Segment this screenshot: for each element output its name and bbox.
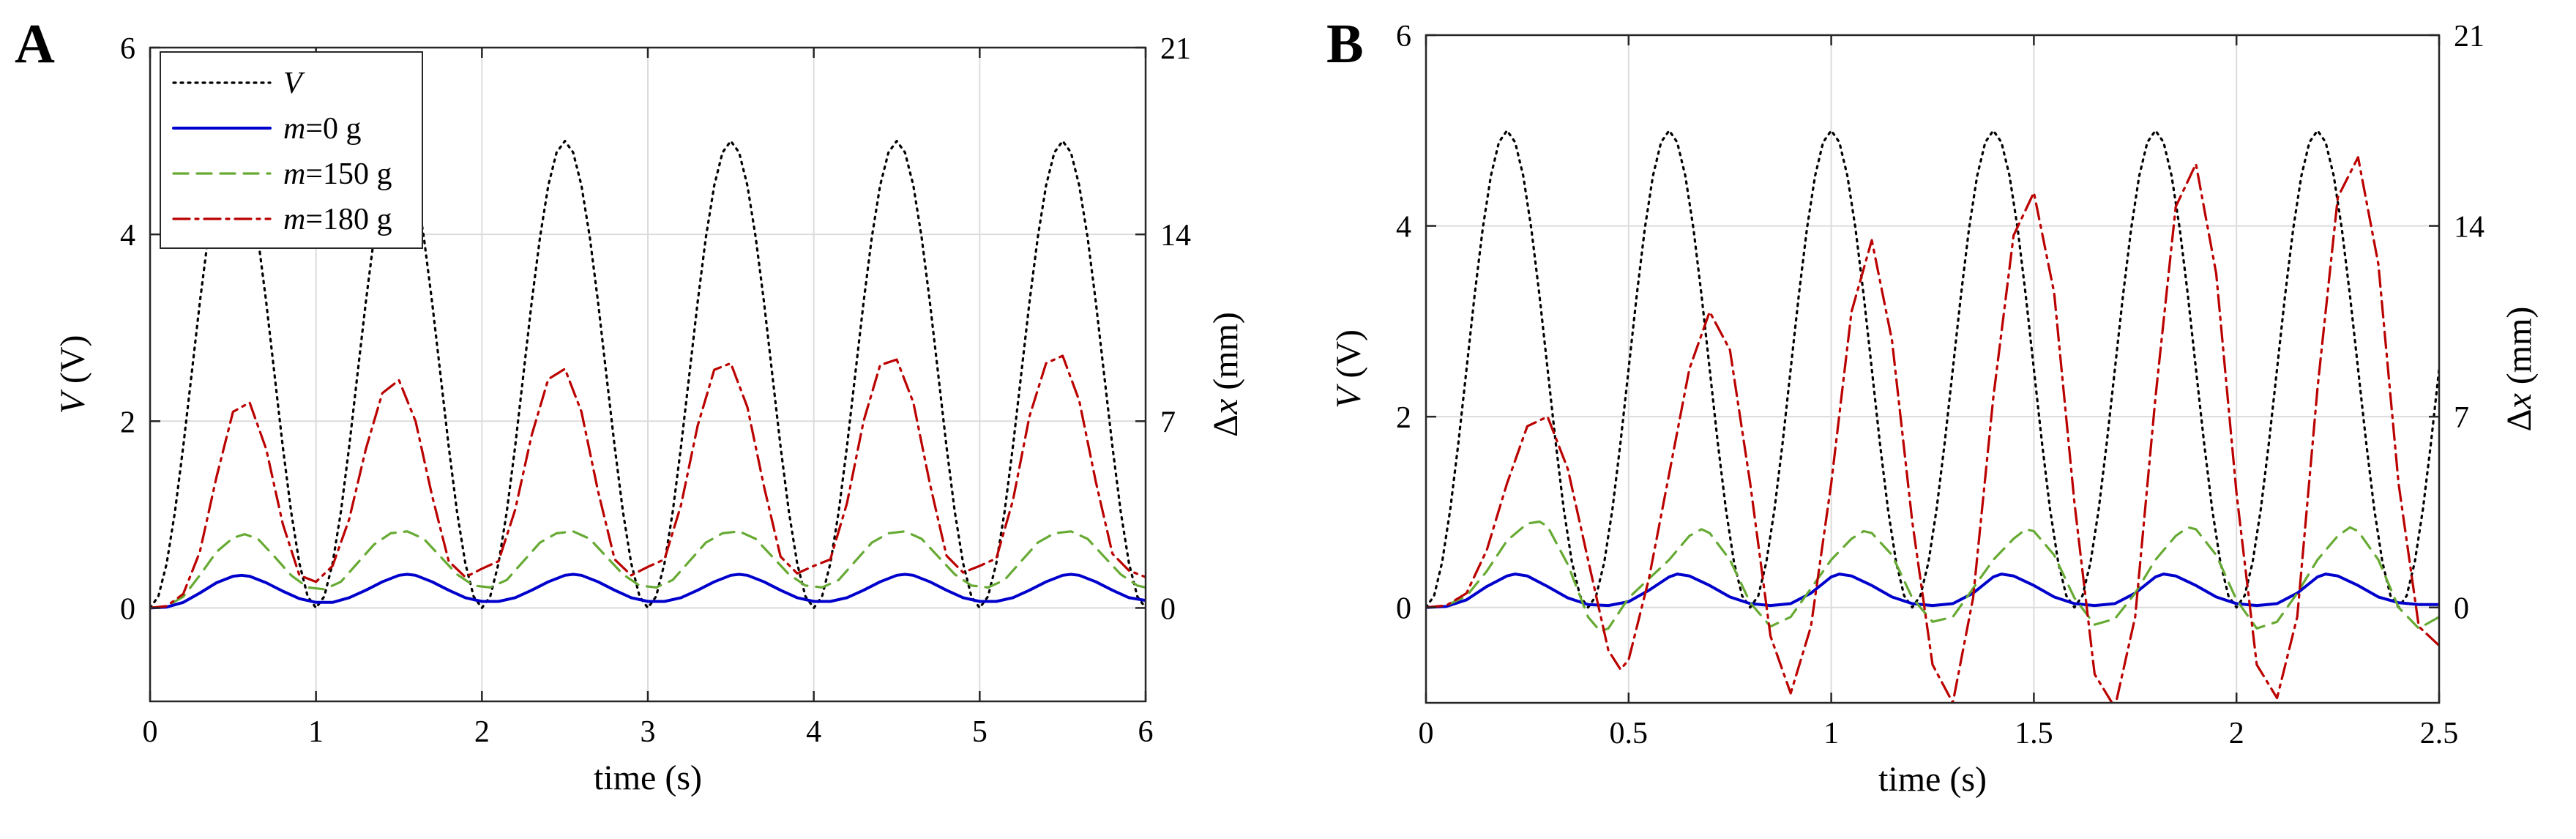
y-tick-label-left: 2 xyxy=(120,406,135,439)
x-tick-label: 2 xyxy=(474,715,490,749)
y-tick-label-right: 7 xyxy=(2454,401,2469,435)
y-tick-label-left: 6 xyxy=(120,32,135,66)
y-tick-label-right: 21 xyxy=(2454,20,2484,53)
series-line-V xyxy=(1426,129,2439,609)
x-tick-label: 1 xyxy=(308,715,324,749)
series-line-m0 xyxy=(1426,573,2439,609)
series-line-m180 xyxy=(1426,156,2439,703)
y-tick-label-right: 14 xyxy=(1160,219,1191,253)
y-tick-label-right: 21 xyxy=(1160,32,1191,66)
x-axis-label: time (s) xyxy=(594,758,702,797)
series-group xyxy=(1426,129,2439,703)
legend: Vm=0 g m=150 g m=180 g xyxy=(160,51,423,249)
panel-label: A xyxy=(15,13,55,75)
y-axis-label-right: Δx (mm) xyxy=(2500,307,2539,432)
y-tick-label-left: 4 xyxy=(120,219,135,253)
y-tick-label-left: 2 xyxy=(1396,401,1411,435)
series-line-m0 xyxy=(150,573,1146,610)
y-tick-label-right: 0 xyxy=(1160,592,1176,626)
panel-label: B xyxy=(1326,13,1364,75)
x-tick-label: 3 xyxy=(641,715,656,749)
legend-label-m180: m=180 g xyxy=(283,203,392,236)
legend-box xyxy=(160,51,423,249)
panel-a: 0 1 2 3 4 5 6 0 2 4 6 0 7 14 21 time (s) V (V) Δx (mm) A Vm… xyxy=(15,13,1245,797)
x-tick-label: 2.5 xyxy=(2420,717,2459,750)
x-tick-label: 1.5 xyxy=(2015,717,2053,750)
y-axis-label-left: V (V) xyxy=(1329,329,1368,409)
series-line-m150 xyxy=(150,530,1146,610)
x-tick-label: 1 xyxy=(1823,717,1839,750)
y-tick-label-left: 4 xyxy=(1396,211,1411,245)
x-tick-label: 6 xyxy=(1138,715,1154,749)
y-tick-label-left: 0 xyxy=(120,592,135,626)
legend-label-m0: m=0 g xyxy=(283,112,362,146)
x-tick-label: 0.5 xyxy=(1610,717,1649,750)
series-line-m180 xyxy=(150,354,1146,610)
x-tick-label: 0 xyxy=(143,715,158,749)
axes-frame xyxy=(1425,34,2441,704)
y-axis-label-left: V (V) xyxy=(53,335,92,414)
y-tick-label-left: 0 xyxy=(1396,592,1411,626)
y-axis-label-right: Δx (mm) xyxy=(1206,312,1245,437)
y-tick-label-right: 14 xyxy=(2454,211,2484,245)
panel-b: 0 0.5 1 1.5 2 2.5 0 2 4 6 0 7 14 21 time (s) V (V) Δx (m… xyxy=(1326,13,2539,799)
legend-label-V: V xyxy=(283,67,305,100)
series-group xyxy=(150,140,1146,610)
x-tick-label: 5 xyxy=(972,715,988,749)
x-tick-label: 2 xyxy=(2229,717,2244,750)
plot-area xyxy=(1426,35,2439,703)
x-tick-label: 0 xyxy=(1419,717,1434,750)
x-axis-label: time (s) xyxy=(1878,760,1987,799)
y-tick-label-right: 7 xyxy=(1160,406,1176,439)
x-tick-label: 4 xyxy=(806,715,821,749)
legend-label-m150: m=150 g xyxy=(283,157,392,191)
y-tick-label-left: 6 xyxy=(1396,20,1411,53)
y-tick-label-right: 0 xyxy=(2454,592,2469,626)
series-line-m150 xyxy=(1426,520,2439,633)
